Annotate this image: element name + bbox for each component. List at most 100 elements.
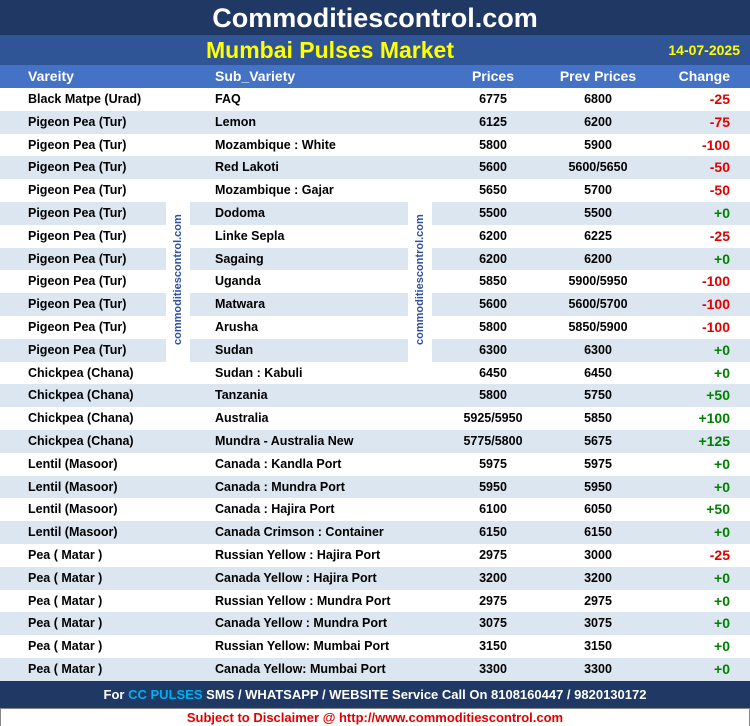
footer-text: SMS / WHATSAPP / WEBSITE Service Call On… bbox=[206, 687, 647, 702]
price: 5600 bbox=[479, 160, 507, 175]
sub-variety: Russian Yellow : Hajira Port bbox=[215, 548, 381, 562]
variety: Lentil (Masoor) bbox=[28, 479, 118, 494]
table-row: Lentil (Masoor) Canada : Hajira Port 6100 6… bbox=[0, 498, 750, 521]
change: +0 bbox=[714, 250, 730, 267]
sub-variety: Canada Yellow : Mundra Port bbox=[215, 616, 388, 631]
price: 2975 bbox=[479, 593, 507, 608]
table-row: Pigeon Pea (Tur) Mozambique : Gajar 5650 57… bbox=[0, 179, 750, 202]
sub-variety: Red Lakoti bbox=[215, 160, 279, 175]
table-row: Pigeon Pea (Tur) Dodoma 5500 5500 +0 bbox=[0, 202, 750, 225]
price: 6450 bbox=[479, 365, 507, 380]
change: -50 bbox=[709, 159, 730, 176]
table-row: Pigeon Pea (Tur) Matwara 5600 5600/5700 -100 bbox=[0, 293, 750, 316]
price: 5950 bbox=[479, 479, 507, 494]
table-row: Chickpea (Chana) Australia 5925/5950 5850 +1… bbox=[0, 407, 750, 430]
change: +100 bbox=[698, 410, 730, 427]
sub-variety: Mundra - Australia New bbox=[215, 434, 354, 448]
sub-variety: Tanzania bbox=[215, 388, 268, 403]
price: 6300 bbox=[479, 342, 507, 357]
variety: Chickpea (Chana) bbox=[28, 365, 134, 380]
price: 5775/5800 bbox=[463, 434, 523, 448]
sub-variety: Canada Crimson : Container bbox=[215, 525, 384, 540]
table-row: Chickpea (Chana) Mundra - Australia New 57… bbox=[0, 430, 750, 453]
market-title: Mumbai Pulses Market bbox=[206, 37, 454, 63]
prev-price: 5975 bbox=[584, 456, 612, 471]
table-row: Pigeon Pea (Tur) Sudan 6300 6300 +0 bbox=[0, 338, 750, 362]
variety: Pea ( Matar ) bbox=[28, 593, 103, 608]
change: +0 bbox=[714, 569, 730, 586]
table-row: Pigeon Pea (Tur) Lemon 6125 6200 -75 bbox=[0, 110, 750, 134]
prev-price: 5600/5700 bbox=[568, 297, 628, 312]
variety: Pigeon Pea (Tur) bbox=[28, 160, 127, 175]
prev-price: 6300 bbox=[584, 342, 612, 357]
sub-variety: Sudan : Kabuli bbox=[215, 365, 303, 380]
prev-price: 6225 bbox=[584, 228, 612, 243]
table-row: Pigeon Pea (Tur) Uganda 5850 5900/5950 -100 bbox=[0, 270, 750, 293]
table-row: Pigeon Pea (Tur) Red Lakoti 5600 5600/5650 -… bbox=[0, 156, 750, 180]
table-row: Pea ( Matar ) Russian Yellow : Hajira Por… bbox=[0, 544, 750, 567]
price: 6200 bbox=[479, 251, 507, 266]
sub-variety: Linke Sepla bbox=[215, 228, 285, 243]
sub-variety: Canada : Kandla Port bbox=[215, 456, 342, 471]
change: +0 bbox=[714, 524, 730, 541]
column-header: Vareity bbox=[28, 68, 74, 84]
column-header: Prices bbox=[471, 68, 515, 84]
change: -100 bbox=[701, 319, 730, 335]
prev-price: 6450 bbox=[584, 365, 612, 380]
prev-price: 5600/5650 bbox=[568, 160, 628, 175]
prev-price: 6200 bbox=[584, 114, 612, 129]
sub-variety: Mozambique : Gajar bbox=[215, 183, 334, 198]
watermark: commoditiescontrol.com bbox=[408, 180, 432, 380]
change: +0 bbox=[714, 205, 730, 221]
change: +0 bbox=[714, 364, 730, 381]
sub-variety: Arusha bbox=[215, 320, 259, 334]
sub-variety: Canada Yellow: Mumbai Port bbox=[215, 662, 386, 676]
variety: Pigeon Pea (Tur) bbox=[28, 183, 127, 198]
change: -100 bbox=[701, 273, 730, 290]
change: -25 bbox=[709, 227, 730, 244]
sub-variety: FAQ bbox=[215, 92, 241, 106]
variety: Chickpea (Chana) bbox=[28, 411, 134, 426]
table-row: Chickpea (Chana) Tanzania 5800 5750 +50 bbox=[0, 384, 750, 408]
change: +0 bbox=[714, 592, 730, 609]
price: 5850 bbox=[479, 274, 507, 289]
variety: Lentil (Masoor) bbox=[28, 525, 118, 540]
prev-price: 2975 bbox=[584, 593, 612, 608]
title-bar: Mumbai Pulses Market 14-07-2025 bbox=[0, 35, 750, 65]
table-row: Chickpea (Chana) Sudan : Kabuli 6450 6450 +0 bbox=[0, 362, 750, 385]
variety: Pigeon Pea (Tur) bbox=[28, 342, 127, 357]
price: 6125 bbox=[479, 114, 507, 129]
footer: For CC PULSES SMS / WHATSAPP / WEBSITE S… bbox=[0, 681, 750, 708]
variety: Pigeon Pea (Tur) bbox=[28, 320, 127, 334]
table-row: Pea ( Matar ) Canada Yellow: Mumbai Port 3… bbox=[0, 658, 750, 681]
sub-variety: Matwara bbox=[215, 297, 266, 312]
sub-variety: Sagaing bbox=[215, 251, 264, 266]
price: 3200 bbox=[479, 570, 507, 585]
sub-variety: Dodoma bbox=[215, 206, 265, 220]
price: 5800 bbox=[479, 320, 507, 334]
sub-variety: Russian Yellow : Mundra Port bbox=[215, 593, 391, 608]
table-row: Pigeon Pea (Tur) Linke Sepla 6200 6225 -25 bbox=[0, 225, 750, 248]
table-row: Pea ( Matar ) Russian Yellow: Mumbai Port… bbox=[0, 635, 750, 658]
change: +50 bbox=[706, 387, 730, 404]
variety: Pea ( Matar ) bbox=[28, 616, 103, 631]
price: 6150 bbox=[479, 525, 507, 540]
sub-variety: Canada Yellow : Hajira Port bbox=[215, 570, 377, 585]
price: 5925/5950 bbox=[463, 411, 523, 426]
sub-variety: Mozambique : White bbox=[215, 137, 336, 152]
price: 3150 bbox=[479, 639, 507, 654]
site-banner: Commoditiescontrol.com bbox=[0, 0, 750, 35]
change: +0 bbox=[714, 615, 730, 632]
variety: Chickpea (Chana) bbox=[28, 388, 134, 403]
variety: Pigeon Pea (Tur) bbox=[28, 114, 127, 129]
footer-highlight: CC PULSES bbox=[128, 687, 203, 702]
variety: Black Matpe (Urad) bbox=[28, 92, 142, 106]
prev-price: 5850/5900 bbox=[568, 320, 628, 334]
change: +0 bbox=[714, 341, 730, 358]
price: 5500 bbox=[479, 206, 507, 220]
table-row: Black Matpe (Urad) FAQ 6775 6800 -25 bbox=[0, 88, 750, 111]
prev-price: 3200 bbox=[584, 570, 612, 585]
price: 6775 bbox=[479, 92, 507, 106]
prev-price: 5750 bbox=[584, 388, 612, 403]
prev-price: 5675 bbox=[584, 434, 612, 448]
